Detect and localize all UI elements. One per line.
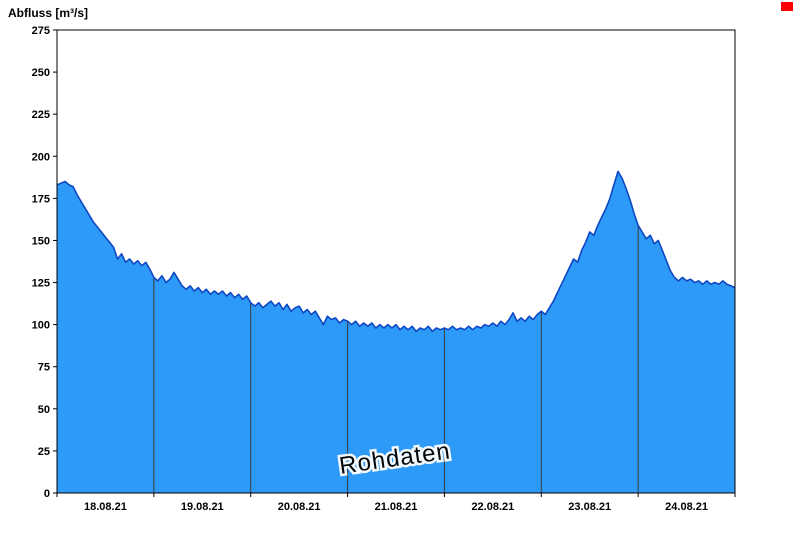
x-tick-label: 18.08.21 — [84, 501, 127, 513]
y-tick-label: 0 — [44, 488, 50, 500]
y-tick-label: 200 — [32, 151, 50, 163]
x-tick-label: 20.08.21 — [278, 501, 321, 513]
plot-frame — [56, 29, 736, 494]
x-tick-label: 23.08.21 — [568, 501, 611, 513]
x-tick-label: 19.08.21 — [181, 501, 224, 513]
y-tick-label: 50 — [38, 404, 50, 416]
y-tick-label: 150 — [32, 235, 50, 247]
chart-title: Abfluss [m³/s] — [8, 6, 89, 20]
y-tick-label: 250 — [32, 67, 50, 79]
x-tick-label: 21.08.21 — [375, 501, 418, 513]
y-tick-label: 225 — [32, 109, 50, 121]
record-indicator — [781, 2, 793, 11]
x-tick-label: 22.08.21 — [471, 501, 514, 513]
y-tick-label: 275 — [32, 25, 50, 37]
y-tick-label: 125 — [32, 278, 50, 290]
y-tick-label: 175 — [32, 193, 50, 205]
y-tick-label: 75 — [38, 362, 50, 374]
series-line — [56, 170, 736, 333]
y-tick-label: 25 — [38, 446, 50, 458]
y-tick-label: 100 — [32, 320, 50, 332]
area-series — [57, 171, 735, 493]
x-tick-label: 24.08.21 — [665, 501, 708, 513]
